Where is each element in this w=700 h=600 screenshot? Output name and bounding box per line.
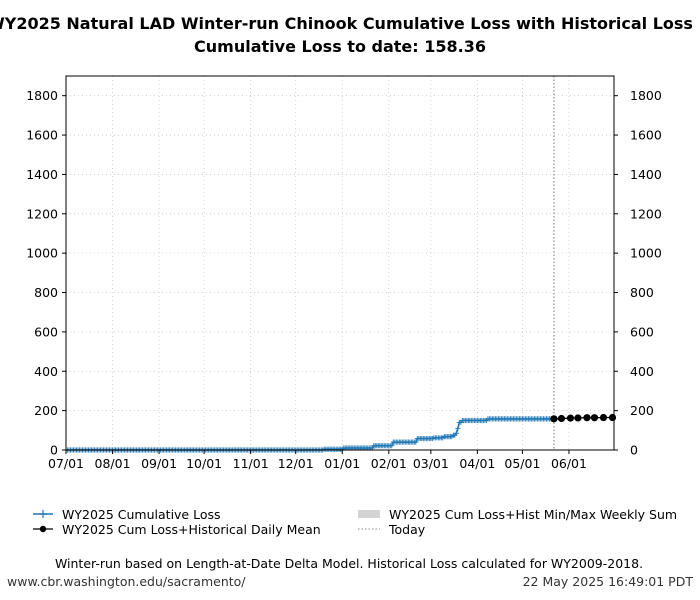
x-tick-label: 01/01 [324,456,360,471]
y-tick-label-right: 1800 [630,88,662,103]
chart-subtitle: Cumulative Loss to date: 158.36 [194,37,486,56]
y-axis-right: 0 200 400 600 800 1000 1200 1400 1600 1800 [614,88,662,458]
x-tick-label: 09/01 [141,456,177,471]
legend-marker-plus [39,510,47,518]
y-tick-label-left: 800 [34,285,58,300]
historical-mean-point [557,414,566,423]
legend-label-cumulative-loss: WY2025 Cumulative Loss [62,507,221,522]
cumulative-loss-point [455,425,461,431]
legend-swatch-min-max [358,510,380,518]
historical-mean-point [574,414,582,422]
legend-marker-circle [39,525,47,533]
y-tick-label-left: 1000 [26,246,58,261]
cumulative-loss-point [389,443,395,449]
y-tick-label-left: 200 [34,403,58,418]
y-tick-label-left: 600 [34,324,58,339]
legend-item-today: Today [358,522,426,537]
y-tick-label-right: 800 [630,285,654,300]
y-tick-label-right: 1000 [630,246,662,261]
x-tick-label: 04/01 [459,456,495,471]
historical-mean-point [583,414,591,422]
x-axis: 07/01 08/01 09/01 10/01 11/01 12/01 01/01 02/01… [48,450,587,471]
plot-frame [65,75,615,451]
historical-mean-point [608,413,617,422]
legend-item-cumulative-loss: WY2025 Cumulative Loss [33,507,221,522]
cumulative-loss-point [453,430,459,436]
y-axis-left: 0 200 400 600 800 1000 1200 1400 1600 1800 [26,88,66,458]
y-tick-label-right: 1600 [630,128,662,143]
y-tick-label-right: 400 [630,364,654,379]
y-tick-label-left: 1200 [26,206,58,221]
legend: WY2025 Cumulative Loss WY2025 Cum Loss+H… [33,507,677,537]
legend-item-historical-mean: WY2025 Cum Loss+Historical Daily Mean [33,522,321,537]
legend-label-historical-mean: WY2025 Cum Loss+Historical Daily Mean [62,522,321,537]
y-tick-label-left: 1400 [26,167,58,182]
y-tick-label-right: 0 [630,443,638,458]
chart-title: WY2025 Natural LAD Winter-run Chinook Cu… [0,14,693,33]
historical-mean-point [566,414,575,422]
source-url: www.cbr.washington.edu/sacramento/ [7,574,246,589]
y-tick-label-left: 0 [50,443,58,458]
x-tick-label: 07/01 [48,456,84,471]
historical-mean-point [590,414,599,422]
y-tick-label-left: 1800 [26,88,58,103]
historical-mean-point [550,415,558,423]
x-tick-label: 12/01 [278,456,314,471]
y-tick-label-left: 400 [34,364,58,379]
grid [65,76,614,450]
cumulative-loss-markers [63,416,557,453]
historical-mean-point [599,413,608,422]
x-tick-label: 11/01 [233,456,269,471]
x-tick-label: 03/01 [413,456,449,471]
series-layer [63,413,617,453]
y-tick-label-right: 1200 [630,206,662,221]
legend-item-min-max: WY2025 Cum Loss+Hist Min/Max Weekly Sum [358,507,677,522]
legend-label-today: Today [388,522,426,537]
footnote: Winter-run based on Length-at-Date Delta… [55,556,643,571]
legend-label-min-max: WY2025 Cum Loss+Hist Min/Max Weekly Sum [389,507,677,522]
cumulative-loss-line [66,418,554,451]
timestamp: 22 May 2025 16:49:01 PDT [523,574,694,589]
x-tick-label: 05/01 [504,456,540,471]
y-tick-label-right: 1400 [630,167,662,182]
x-tick-label: 02/01 [371,456,407,471]
x-tick-label: 08/01 [95,456,131,471]
x-tick-label: 10/01 [186,456,222,471]
y-tick-label-right: 200 [630,403,654,418]
cumulative-loss-point [413,439,419,445]
y-tick-label-left: 1600 [26,128,58,143]
x-tick-label: 06/01 [551,456,587,471]
y-tick-label-right: 600 [630,324,654,339]
